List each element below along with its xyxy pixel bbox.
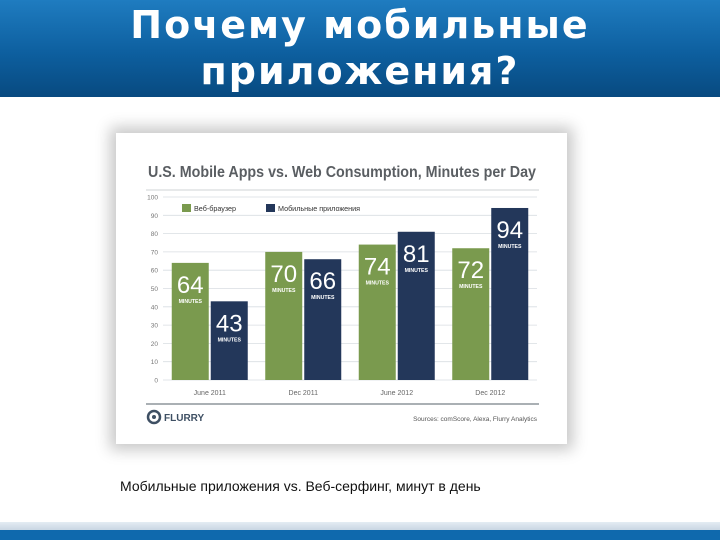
bar-value-label: 66: [309, 268, 336, 295]
legend-label: Веб-браузер: [194, 204, 236, 213]
bar-unit-label: MINUTES: [459, 284, 483, 290]
bar-apps: [210, 301, 248, 380]
footer-bar: [0, 530, 720, 540]
slide-title-line-1: Почему мобильные: [130, 3, 590, 47]
y-tick-label: 70: [151, 249, 159, 256]
flurry-logo-icon: [146, 409, 162, 425]
y-tick-label: 60: [151, 268, 159, 275]
y-tick-label: 10: [151, 359, 159, 366]
y-tick-label: 30: [151, 323, 159, 330]
bar-value-label: 74: [364, 254, 391, 281]
legend-swatch: [266, 204, 275, 212]
bar-value-label: 70: [270, 261, 297, 288]
y-tick-label: 40: [151, 304, 159, 311]
chart-source: Sources: comScore, Alexa, Flurry Analyti…: [413, 416, 538, 423]
bar-chart: U.S. Mobile Apps vs. Web Consumption, Mi…: [146, 164, 539, 425]
bar-web: [265, 251, 303, 380]
bar-apps: [304, 259, 342, 380]
y-tick-label: 50: [151, 286, 159, 293]
bar-apps: [397, 231, 435, 380]
y-tick-label: 100: [147, 195, 158, 202]
x-tick-label: Dec 2012: [475, 390, 505, 397]
bar-unit-label: MINUTES: [272, 288, 296, 294]
bar-value-label: 94: [496, 217, 523, 244]
bar-value-label: 43: [216, 310, 243, 337]
slide-caption: Мобильные приложения vs. Веб-серфинг, ми…: [120, 478, 481, 494]
bar-web: [171, 262, 209, 380]
bar-web: [358, 244, 396, 380]
bar-unit-label: MINUTES: [498, 244, 522, 250]
slide-title: Почему мобильные приложения?: [0, 2, 720, 94]
chart-figure: U.S. Mobile Apps vs. Web Consumption, Mi…: [116, 133, 567, 444]
y-tick-label: 20: [151, 341, 159, 348]
bar-unit-label: MINUTES: [218, 337, 242, 343]
y-tick-label: 80: [151, 231, 159, 238]
bar-unit-label: MINUTES: [405, 268, 429, 274]
y-tick-label: 90: [151, 213, 159, 220]
legend-label: Мобильные приложения: [278, 204, 360, 213]
slide-header: Почему мобильные приложения?: [0, 0, 720, 97]
y-tick-label: 0: [154, 378, 158, 385]
chart-title: U.S. Mobile Apps vs. Web Consumption, Mi…: [148, 164, 536, 181]
x-tick-label: June 2012: [380, 390, 413, 397]
bar-web: [452, 248, 490, 380]
slide-title-line-2: приложения?: [200, 49, 520, 93]
flurry-logo-text: FLURRY: [164, 413, 205, 424]
footer-stripe: [0, 522, 720, 530]
bar-value-label: 64: [177, 272, 204, 299]
bar-value-label: 81: [403, 241, 430, 268]
bar-unit-label: MINUTES: [366, 281, 390, 287]
bar-unit-label: MINUTES: [179, 299, 203, 305]
x-tick-label: June 2011: [194, 390, 226, 397]
legend-swatch: [182, 204, 191, 212]
bar-apps: [491, 207, 529, 380]
bar-unit-label: MINUTES: [311, 295, 335, 301]
x-tick-label: Dec 2011: [289, 390, 319, 397]
bar-value-label: 72: [457, 257, 484, 284]
flurry-logo: FLURRY: [146, 409, 205, 425]
